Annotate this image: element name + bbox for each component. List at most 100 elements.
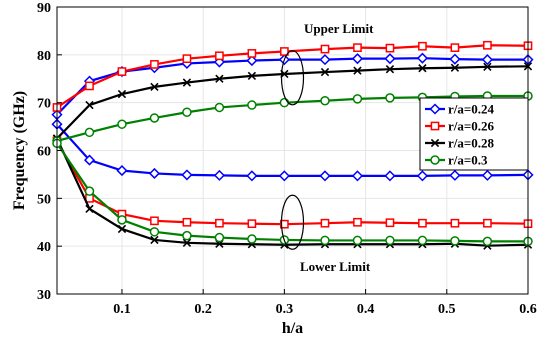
legend-item: r/a=0.24: [425, 102, 495, 117]
data-point: [117, 89, 127, 99]
data-point: [385, 65, 395, 74]
legend-marker: [430, 121, 440, 131]
data-point: [247, 100, 257, 110]
y-tick-label: 80: [37, 49, 51, 64]
y-tick-label: 60: [37, 145, 51, 160]
data-point: [182, 54, 192, 64]
legend-marker: [429, 103, 441, 115]
x-tick-label: 0.2: [194, 302, 212, 317]
data-point: [353, 217, 362, 227]
data-point: [320, 218, 330, 228]
data-point: [416, 52, 428, 64]
data-point: [483, 62, 492, 71]
data-point: [352, 235, 363, 246]
data-point: [385, 218, 395, 228]
data-point: [481, 54, 493, 66]
data-point: [416, 170, 428, 182]
data-point: [278, 170, 290, 182]
data-point: [246, 55, 258, 67]
x-tick-label: 0.6: [519, 302, 537, 317]
data-point: [482, 236, 493, 247]
legend-label: r/a=0.26: [448, 119, 495, 134]
data-point: [116, 165, 128, 177]
data-point: [449, 169, 461, 181]
data-point: [450, 218, 460, 228]
data-point: [117, 215, 127, 225]
data-point: [320, 44, 330, 54]
data-point: [182, 217, 192, 227]
x-axis-title: h/a: [282, 320, 303, 337]
data-point: [149, 227, 160, 237]
data-point: [215, 218, 224, 228]
data-point: [150, 216, 159, 226]
data-point: [83, 154, 96, 166]
data-point: [353, 43, 362, 53]
data-point: [84, 186, 95, 196]
data-point: [280, 219, 289, 229]
data-point: [85, 204, 94, 214]
data-point: [351, 170, 364, 182]
y-tick-label: 90: [37, 1, 51, 16]
y-tick-label: 40: [37, 240, 51, 255]
legend-item: r/a=0.3: [425, 153, 488, 168]
data-point: [319, 54, 331, 66]
x-tick-label: 0.5: [438, 302, 456, 317]
data-point: [481, 169, 493, 181]
y-tick-label: 50: [37, 192, 51, 207]
data-point: [182, 78, 192, 87]
data-point: [246, 170, 258, 182]
data-point: [215, 74, 224, 83]
lower-limit-label: Lower Limit: [300, 259, 371, 274]
legend-label: r/a=0.28: [448, 136, 495, 151]
legend-item: r/a=0.26: [425, 119, 495, 134]
data-point: [247, 219, 257, 229]
data-point: [450, 63, 460, 72]
legend-label: r/a=0.24: [448, 102, 495, 117]
data-point: [279, 97, 290, 108]
data-point: [320, 96, 330, 106]
data-point: [418, 218, 427, 228]
data-point: [214, 102, 225, 113]
x-tick-label: 0.1: [113, 302, 131, 317]
data-point: [117, 119, 127, 129]
data-point: [117, 67, 127, 76]
data-point: [450, 236, 460, 246]
upper-limit-ellipse: [280, 50, 305, 106]
x-tick-label: 0.4: [357, 302, 375, 317]
data-point: [352, 94, 363, 104]
data-point: [351, 53, 364, 65]
data-point: [182, 230, 192, 241]
data-point: [353, 66, 362, 75]
legend-marker: [430, 138, 440, 148]
lower-limit-ellipse: [280, 194, 305, 250]
data-point: [320, 235, 330, 246]
data-point: [450, 43, 460, 53]
data-point: [483, 40, 492, 50]
data-point: [182, 238, 192, 247]
legend-marker: [430, 155, 440, 165]
data-point: [247, 71, 257, 81]
data-point: [384, 53, 396, 65]
data-point: [449, 53, 461, 65]
data-point: [117, 224, 127, 234]
data-point: [149, 113, 160, 123]
data-point: [148, 167, 161, 180]
annotation-layer: Upper Limit Lower Limit: [280, 21, 374, 274]
data-point: [150, 82, 159, 92]
data-point: [384, 170, 396, 182]
data-point: [418, 41, 427, 51]
upper-limit-label: Upper Limit: [304, 21, 374, 36]
x-tick-label: 0.3: [276, 302, 294, 317]
data-point: [385, 43, 395, 53]
data-point: [150, 235, 159, 245]
data-point: [320, 67, 330, 77]
data-point: [181, 169, 193, 181]
data-point: [215, 51, 224, 61]
data-point: [247, 49, 257, 58]
data-point: [182, 107, 192, 117]
data-point: [213, 169, 225, 181]
legend-label: r/a=0.3: [448, 153, 488, 168]
data-point: [85, 100, 94, 110]
y-tick-label: 70: [37, 97, 51, 112]
